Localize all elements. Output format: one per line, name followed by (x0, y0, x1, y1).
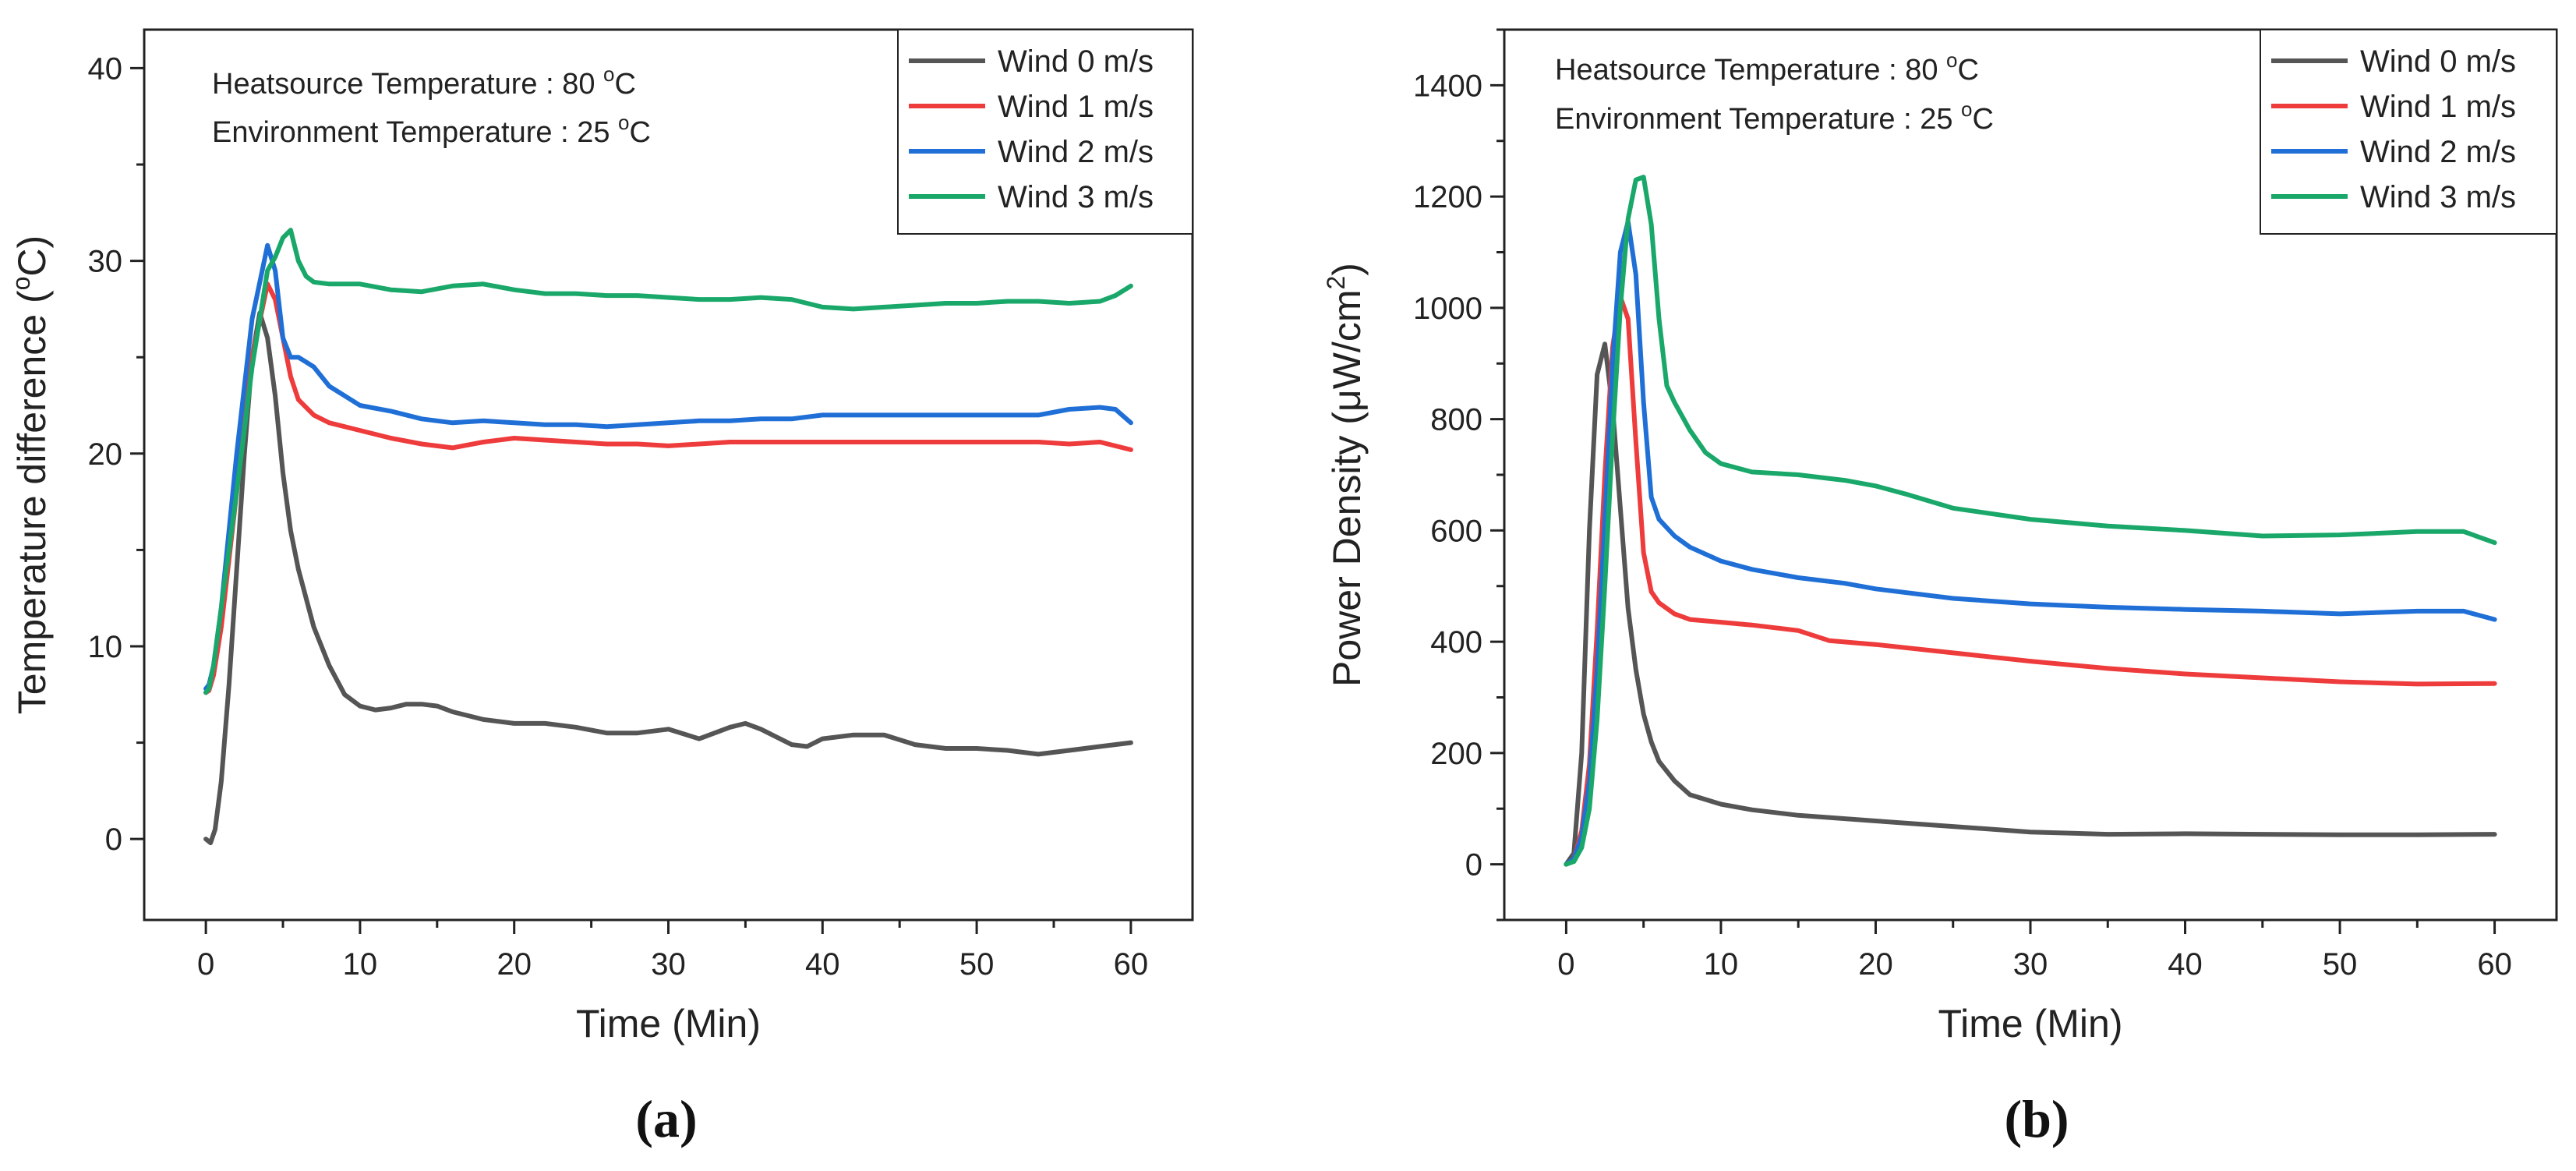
panel-a-chart: 0 10 20 30 40 50 60 0 10 20 30 40 Time (Min) Temperat… (7, 28, 1194, 1045)
legend-entry-label: Wind 2 m/s (2360, 135, 2516, 169)
x-tick-label: 10 (1704, 947, 1739, 982)
x-tick-label: 60 (1114, 947, 1149, 982)
legend-entry-label: Wind 0 m/s (2360, 44, 2516, 79)
legend-entry-label: Wind 1 m/s (2360, 90, 2516, 124)
panel-a-label: (a) (635, 1089, 697, 1148)
annotation-text: Environment Temperature : 25 oC (1555, 97, 1994, 136)
series-group (203, 228, 1133, 846)
series-line-wind-2-m-s (1564, 219, 2497, 867)
panel-b-chart: 0 10 20 30 40 50 600200400600800100012001400Ti… (1322, 28, 2558, 1045)
series-line-wind-3-m-s (1564, 175, 2497, 867)
y-tick-label: 1000 (1413, 292, 1482, 326)
annotation-text: Environment Temperature : 25 oC (212, 111, 651, 149)
x-tick-label: 20 (496, 947, 532, 982)
series-group (1564, 175, 2497, 867)
x-tick-label: 20 (1858, 947, 1893, 982)
series-line-wind-2-m-s (203, 242, 1133, 692)
annotation-superscript: o (618, 111, 629, 134)
series-line-wind-0-m-s (1564, 341, 2497, 867)
annotation-main: Environment Temperature : 25 (1555, 103, 1961, 136)
annotation-unit: C (1957, 54, 1978, 87)
x-tick-label: 60 (2477, 947, 2512, 982)
annotation-superscript: o (1961, 97, 1972, 121)
y-tick-label: 200 (1430, 737, 1482, 771)
legend-entry-label: Wind 3 m/s (2360, 180, 2516, 214)
annotation-main: Environment Temperature : 25 (212, 116, 618, 149)
x-axis-label: Time (Min) (1938, 1002, 2122, 1045)
x-tick-label: 30 (2013, 947, 2048, 982)
y-axis-label-unit: ) (1325, 263, 1369, 276)
x-tick-label: 50 (2323, 947, 2358, 982)
y-tick-label: 400 (1430, 625, 1482, 660)
panel-b-label: (b) (2004, 1089, 2069, 1148)
x-tick-label: 10 (343, 947, 378, 982)
x-tick-label: 40 (805, 947, 840, 982)
y-tick-label: 20 (88, 437, 123, 472)
y-tick-label: 800 (1430, 403, 1482, 437)
y-tick-label: 1400 (1413, 69, 1482, 103)
y-tick-label: 1200 (1413, 180, 1482, 214)
x-tick-label: 40 (2168, 947, 2203, 982)
legend-entry-label: Wind 2 m/s (998, 135, 1154, 169)
x-tick-label: 50 (959, 947, 995, 982)
annotation-main: Heatsource Temperature : 80 (1555, 54, 1946, 87)
y-axis-label-unit: C) (10, 235, 54, 277)
legend-entry-label: Wind 3 m/s (998, 180, 1154, 214)
annotation-text: Heatsource Temperature : 80 oC (212, 62, 636, 101)
series-line-wind-3-m-s (203, 228, 1133, 695)
x-tick-label: 0 (1557, 947, 1574, 982)
y-axis-label: Temperature difference (oC) (7, 235, 54, 714)
annotation-unit: C (1972, 103, 1993, 136)
legend-entry-label: Wind 0 m/s (998, 44, 1154, 79)
y-tick-label: 30 (88, 245, 123, 279)
y-tick-label: 0 (105, 823, 122, 857)
annotation-text: Heatsource Temperature : 80 oC (1555, 48, 1979, 87)
annotation-main: Heatsource Temperature : 80 (212, 68, 603, 101)
series-line-wind-1-m-s (203, 281, 1133, 695)
y-axis-label-superscript: o (7, 277, 35, 291)
y-tick-label: 10 (88, 630, 123, 664)
annotation-unit: C (614, 68, 635, 101)
x-tick-label: 30 (651, 947, 686, 982)
y-axis-label-superscript: 2 (1322, 276, 1350, 290)
x-tick-label: 0 (197, 947, 214, 982)
y-tick-label: 600 (1430, 514, 1482, 548)
y-axis-label-main: Power Density (μW/cm (1325, 290, 1369, 687)
x-axis-label: Time (Min) (576, 1002, 761, 1045)
legend-box (897, 29, 1193, 235)
annotation-superscript: o (603, 62, 614, 86)
y-tick-label: 0 (1465, 848, 1482, 883)
y-axis-label-main: Temperature difference ( (10, 290, 54, 714)
annotation-superscript: o (1946, 48, 1957, 72)
annotation-unit: C (629, 116, 650, 149)
y-axis-label: Power Density (μW/cm2) (1322, 263, 1369, 687)
y-tick-label: 40 (88, 51, 123, 86)
legend-entry-label: Wind 1 m/s (998, 90, 1154, 124)
legend-box (2260, 29, 2557, 235)
